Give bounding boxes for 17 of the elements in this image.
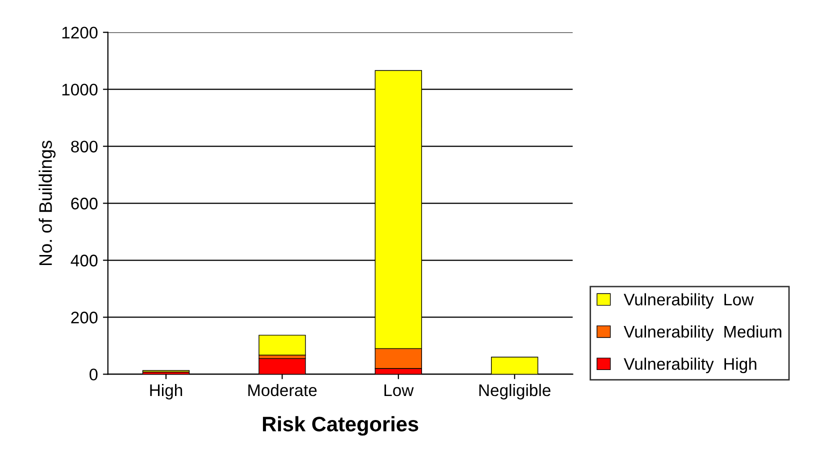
x-tick-label: High: [150, 384, 182, 400]
legend-label: Vulnerability Medium: [624, 325, 782, 341]
y-tick-label: 400: [70, 254, 98, 266]
y-tick-label: 0: [90, 368, 98, 380]
y-tick-label: 200: [71, 312, 98, 324]
x-tick-label: Moderate: [248, 384, 317, 396]
y-tick-label: 800: [71, 140, 98, 153]
x-tick-label: Low: [384, 384, 414, 396]
legend-label: Vulnerability High: [624, 358, 756, 374]
x-axis-title: Risk Categories: [262, 416, 418, 436]
y-tick-label: 1000: [62, 84, 98, 96]
bar: [258, 334, 306, 356]
y-tick-label: 600: [71, 198, 98, 210]
y-axis-title: No. of Buildings: [38, 140, 56, 266]
legend-label: Vulnerability Low: [624, 293, 754, 309]
x-tick-label: Negligible: [479, 384, 550, 400]
y-tick-label: 1200: [62, 26, 98, 39]
